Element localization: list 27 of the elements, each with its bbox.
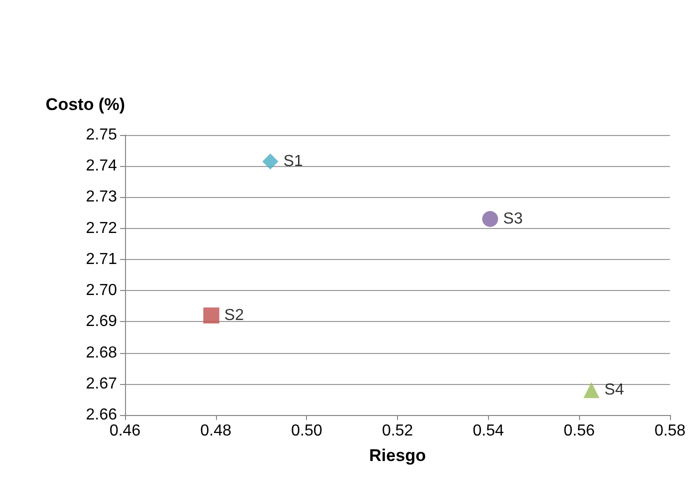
x-tick-label: 0.48	[200, 422, 232, 440]
x-axis-title: Riesgo	[369, 446, 426, 465]
series-label: S2	[224, 306, 244, 324]
y-tick-label: 2.71	[86, 250, 118, 268]
point	[203, 307, 220, 324]
y-tick-label: 2.67	[86, 375, 118, 392]
y-tick-label: 2.68	[86, 344, 118, 362]
y-tick-label: 2.74	[86, 158, 118, 175]
x-tick-label: 0.54	[472, 422, 504, 440]
series-label: S4	[604, 382, 624, 399]
x-tick-label: 0.46	[109, 422, 141, 440]
point	[482, 211, 498, 227]
y-tick-label: 2.70	[86, 282, 118, 300]
point	[262, 153, 278, 170]
y-tick-label: 2.66	[86, 406, 118, 424]
point	[583, 382, 600, 398]
x-tick-label: 0.56	[564, 422, 595, 440]
x-tick-label: 0.52	[382, 422, 414, 440]
series-label: S1	[283, 152, 304, 170]
y-axis-title: Costo (%)	[46, 95, 125, 114]
y-tick-label: 2.72	[86, 220, 118, 237]
x-tick-label: 0.58	[654, 422, 686, 440]
series-label: S3	[503, 210, 523, 228]
y-tick-label: 2.73	[86, 188, 118, 206]
x-tick-label: 0.50	[291, 422, 322, 440]
y-tick-label: 2.69	[86, 313, 118, 330]
y-tick-label: 2.75	[86, 126, 118, 144]
